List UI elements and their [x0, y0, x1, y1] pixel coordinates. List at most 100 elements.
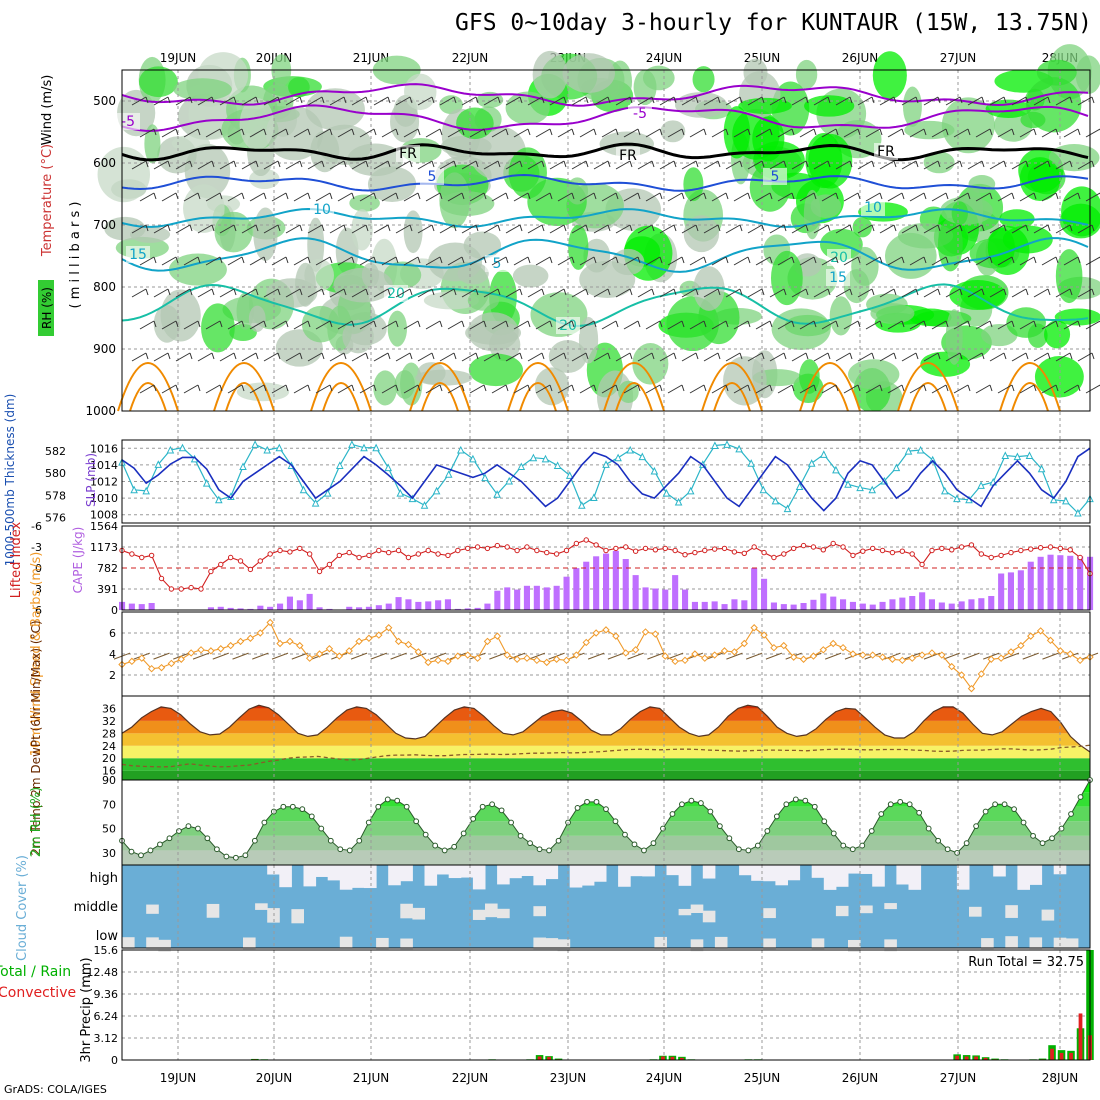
wind-speed-marker [365, 634, 373, 642]
wind-barb [879, 288, 895, 298]
wind-speed-marker [454, 652, 462, 660]
rh-marker [783, 801, 790, 808]
wind-speed-marker [552, 655, 561, 663]
cape-bar [267, 606, 274, 610]
wind-barb [219, 160, 235, 170]
wind-barb [673, 224, 677, 232]
wind-barb-10m [429, 652, 447, 660]
wind-barb [139, 320, 155, 330]
li-marker [524, 544, 530, 550]
cape-bar [474, 607, 481, 610]
rh-marker [185, 823, 192, 830]
wind-speed-marker [483, 637, 492, 646]
wind-barb [183, 256, 199, 266]
rh-shade-blob [562, 53, 615, 94]
thickness-marker [178, 443, 187, 452]
wind-barb [813, 96, 829, 106]
thickness-marker [783, 504, 792, 513]
li-marker [702, 547, 708, 554]
credit-label: GrADS: COLA/IGES [4, 1083, 107, 1096]
cape-bar [484, 603, 491, 610]
wind-barb [431, 288, 435, 296]
wind-barb [651, 224, 655, 232]
wind-barb [1077, 128, 1081, 136]
wind-barb [541, 352, 545, 360]
rh-marker [1068, 811, 1074, 817]
contour-label-bg [396, 145, 420, 162]
wind-barb [835, 96, 851, 106]
wind-barb [519, 160, 523, 168]
date-label-top: 19JUN [160, 51, 197, 65]
wind-barb [211, 224, 215, 232]
wind-barb [197, 384, 201, 392]
wind-barb [527, 384, 531, 392]
wind-barb [263, 160, 279, 170]
wind-barb [967, 288, 983, 298]
wind-barb-10m [726, 652, 743, 660]
wind-barb [293, 320, 309, 330]
cloud-gap-low [714, 936, 728, 949]
li-marker [553, 551, 560, 557]
wind-barb [791, 256, 795, 264]
wind-barb [205, 320, 221, 330]
wind-barb [373, 288, 389, 298]
wind-barb [703, 320, 707, 328]
rh-marker [992, 801, 998, 808]
wind-barb [659, 352, 675, 362]
wind-barb-10m [252, 652, 269, 660]
wind-barb [365, 288, 369, 296]
thickness-marker [529, 453, 538, 462]
wind-barb [879, 128, 883, 136]
contour-line-25 [409, 362, 471, 412]
wind-barb [359, 320, 375, 330]
wind-barb [1055, 352, 1071, 362]
wind-barb [417, 320, 421, 328]
wind-barb [989, 352, 1005, 362]
wind-speed-marker [177, 655, 185, 663]
wind-barb [219, 320, 223, 328]
wind-barb [315, 256, 331, 266]
li-marker [198, 586, 204, 592]
wind-barb [395, 224, 411, 234]
rh-marker [963, 840, 970, 847]
wind-barb [505, 192, 509, 200]
cape-bar [721, 604, 728, 610]
wind-barb [549, 192, 553, 200]
wind-barb [241, 192, 245, 200]
wind-barb [249, 256, 265, 266]
wind-speed-marker [997, 654, 1005, 662]
wind-speed-marker [691, 650, 699, 658]
wind-barb [747, 384, 751, 392]
thickness-marker [590, 493, 598, 502]
wind-barb [233, 96, 237, 104]
wind-barb [593, 192, 597, 200]
xsection-frame [121, 69, 1091, 412]
wind-barb [197, 288, 213, 298]
precip-convective-bar [964, 1056, 969, 1060]
wind-barb [843, 256, 859, 266]
wind-barb [299, 160, 303, 168]
temp-tick-label: 24 [102, 740, 116, 753]
li-marker [297, 545, 303, 552]
rh-marker [916, 809, 923, 816]
cloud-gap-middle [472, 909, 486, 920]
li-marker [830, 540, 836, 547]
li-marker [1018, 547, 1024, 554]
wind-barb [469, 320, 485, 330]
wind-barb [373, 160, 389, 170]
thickness-marker [456, 445, 465, 454]
rh-shade-blob [566, 177, 589, 205]
precip-convective-bar [1069, 1052, 1073, 1060]
contour-line-minus-5 [121, 104, 1089, 132]
cloud-gap-high [436, 865, 450, 875]
wind-barb [739, 96, 743, 104]
wind-barb [981, 352, 985, 360]
wind-barb [557, 384, 573, 394]
rh-marker [897, 798, 904, 805]
wind-barb [1019, 192, 1035, 202]
cape-bar [672, 575, 679, 610]
wind-barb [695, 288, 699, 296]
cloud-gap-high [400, 865, 413, 882]
rh-shade-blob [104, 216, 146, 241]
precip-convective-bar [1078, 1013, 1083, 1060]
